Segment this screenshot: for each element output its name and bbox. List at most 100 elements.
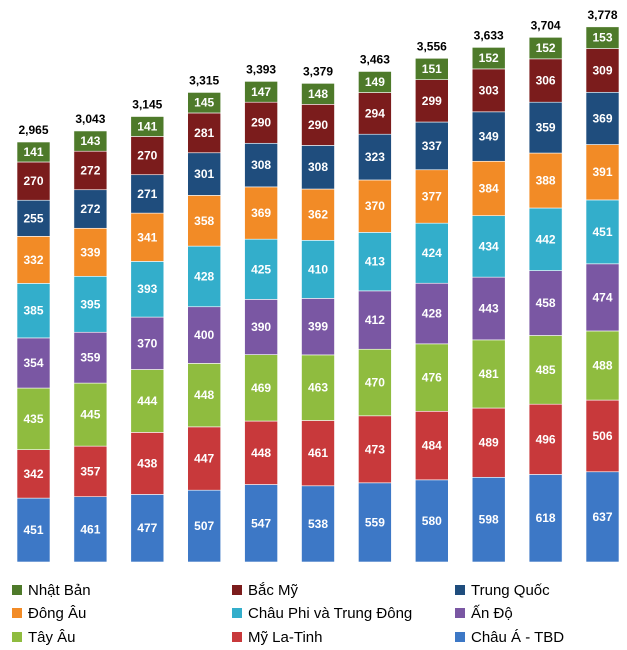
total-label: 3,778 (587, 8, 617, 22)
bar-segment (130, 116, 165, 137)
legend-swatch (232, 585, 242, 595)
legend-label: Ấn Độ (471, 605, 513, 622)
data-label: 434 (479, 239, 499, 253)
data-label: 443 (479, 302, 499, 316)
bar-segment (358, 290, 392, 350)
data-label: 451 (592, 225, 612, 239)
data-label: 349 (479, 130, 499, 144)
bar-segment (585, 263, 620, 332)
data-label: 598 (479, 513, 499, 527)
bar-segment (528, 101, 563, 154)
data-label: 290 (251, 116, 271, 130)
bar-segment (73, 496, 108, 563)
total-label: 3,556 (417, 39, 447, 53)
data-label: 425 (251, 262, 271, 276)
bars-group: 451 342 435 354 385 332 255 270 141 2,965 461 357 44… (16, 8, 620, 563)
total-label: 3,315 (189, 73, 219, 87)
data-label: 463 (308, 381, 328, 395)
bar-segment (187, 426, 221, 491)
bar-segment (414, 121, 449, 171)
data-label: 448 (251, 446, 271, 460)
bar-segment (244, 81, 278, 103)
bar-segment (73, 227, 108, 277)
bar-segment (358, 482, 392, 563)
data-label: 377 (422, 189, 442, 203)
bar-segment (528, 58, 563, 103)
bar-segment (358, 71, 392, 93)
bar-segment (16, 497, 51, 563)
data-label: 299 (422, 94, 442, 108)
data-label: 470 (365, 376, 385, 390)
data-label: 442 (536, 232, 556, 246)
data-label: 476 (422, 371, 442, 385)
data-label: 390 (251, 320, 271, 334)
bar-segment (16, 337, 51, 389)
data-label: 384 (479, 181, 499, 195)
data-label: 145 (194, 96, 214, 110)
data-label: 143 (80, 134, 100, 148)
data-label: 559 (365, 515, 385, 529)
data-label: 342 (23, 467, 43, 481)
total-label: 3,379 (303, 64, 333, 78)
legend-swatch (455, 608, 465, 618)
bar-segment (244, 484, 278, 563)
bar-segment (471, 160, 506, 216)
data-label: 147 (251, 85, 271, 99)
bar-segment (358, 232, 392, 292)
data-label: 308 (251, 158, 271, 172)
bar-segment (244, 142, 278, 188)
data-label: 152 (479, 51, 499, 65)
total-label: 3,704 (531, 18, 561, 32)
bar-segment (187, 152, 221, 196)
bar-segment (130, 494, 165, 563)
data-label: 337 (422, 139, 442, 153)
bar-segment (358, 348, 392, 417)
data-label: 481 (479, 367, 499, 381)
data-label: 141 (23, 145, 43, 159)
bar-segment (528, 335, 563, 405)
data-label: 461 (308, 446, 328, 460)
bar-segment (414, 169, 449, 224)
bar-segment (585, 471, 620, 563)
bar-segment (358, 92, 392, 135)
bar-segment (130, 369, 165, 433)
bar-segment (471, 111, 506, 162)
bar-segment (73, 275, 108, 333)
bar-segment (130, 316, 165, 370)
data-label: 393 (137, 282, 157, 296)
data-label: 458 (536, 296, 556, 310)
data-label: 547 (251, 516, 271, 530)
data-label: 428 (422, 307, 442, 321)
legend: Nhật Bản Bắc Mỹ Trung Quốc Đông Âu Châu Phi … (12, 582, 564, 646)
data-label: 385 (23, 304, 43, 318)
data-label: 424 (422, 246, 442, 260)
data-label: 447 (194, 452, 214, 466)
data-label: 484 (422, 439, 442, 453)
bar-segment (358, 133, 392, 181)
data-label: 270 (137, 149, 157, 163)
bar-segment (73, 150, 108, 191)
bar-segment (244, 238, 278, 300)
bar-segment (585, 144, 620, 201)
bar-segment (301, 145, 335, 190)
data-label: 306 (536, 74, 556, 88)
data-label: 148 (308, 87, 328, 101)
bar-segment (301, 188, 335, 241)
data-label: 272 (80, 202, 100, 216)
data-label: 496 (536, 432, 556, 446)
data-label: 309 (592, 63, 612, 77)
data-label: 370 (365, 199, 385, 213)
bar-segment (130, 212, 165, 262)
bar-segment (585, 199, 620, 265)
data-label: 538 (308, 517, 328, 531)
data-label: 388 (536, 174, 556, 188)
data-label: 448 (194, 388, 214, 402)
legend-swatch (12, 608, 22, 618)
data-label: 451 (23, 523, 43, 537)
bar-segment (244, 299, 278, 355)
bar-segment (414, 343, 449, 412)
data-label: 580 (422, 514, 442, 528)
legend-label: Bắc Mỹ (248, 582, 299, 599)
legend-label: Trung Quốc (471, 582, 550, 599)
bar-segment (358, 179, 392, 233)
